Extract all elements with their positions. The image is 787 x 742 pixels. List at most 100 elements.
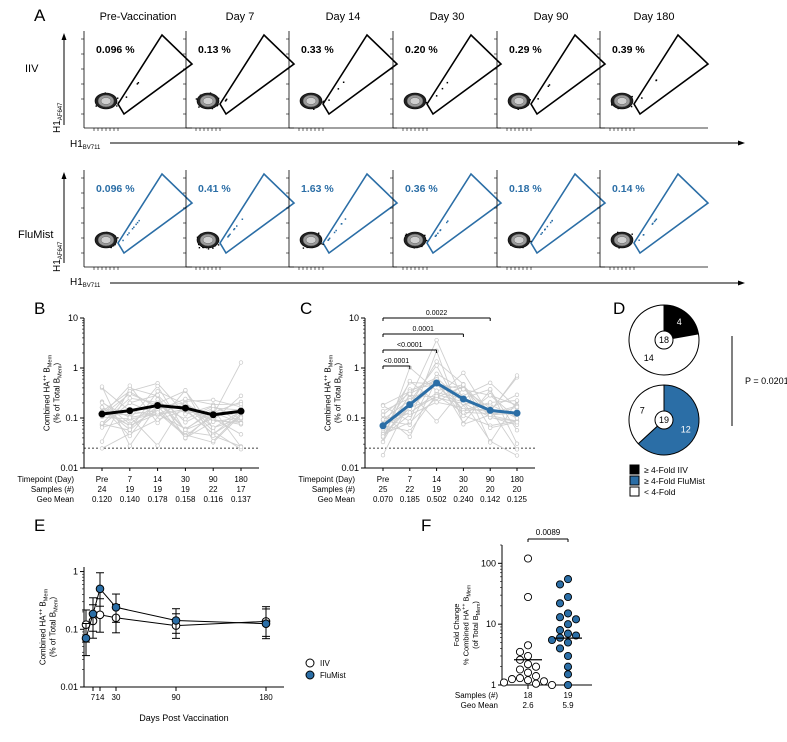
c-individual-trace [382, 388, 518, 444]
flow-gated-dot [638, 239, 640, 241]
flow-cytometry-panel: Pre-Vaccination Day 7 Day 14 Day 30 Day 90 Da… [18, 11, 745, 289]
flow-plot: 0.36 % [390, 170, 503, 270]
f-data-point [555, 599, 565, 608]
c-individual-point [434, 363, 439, 368]
e-series-point [171, 616, 181, 625]
c-row-label: Samples (#) [312, 485, 355, 494]
c-table-cell: 0.185 [400, 495, 421, 504]
d-pie-total: 19 [659, 415, 669, 425]
f-data-point [563, 575, 573, 584]
c-table-cell: Pre [377, 475, 390, 484]
panel-label-d: D [613, 299, 625, 318]
c-table-cell: 180 [510, 475, 524, 484]
c-individual-point [514, 447, 520, 452]
flow-event-dot [318, 232, 320, 234]
f-data-point [515, 665, 525, 674]
b-individual-trace [101, 398, 242, 427]
b-individual-point [99, 405, 105, 410]
c-y-tick-label: 1 [354, 363, 359, 373]
f-data-point [523, 668, 533, 677]
d-pie-center [654, 330, 674, 350]
b-y-tick-label: 10 [68, 313, 78, 323]
b-geo-mean-point [181, 404, 189, 412]
b-y-tick-label: 1 [73, 363, 78, 373]
flow-event-dot [631, 233, 633, 235]
f-data-point [539, 677, 549, 686]
b-row-label: Samples (#) [31, 485, 74, 494]
flow-density-inner [305, 236, 317, 244]
c-pvalue-label: <0.0001 [384, 358, 410, 365]
f-data-point [555, 644, 565, 653]
f-data-point [563, 609, 573, 618]
f-data-point [563, 680, 573, 690]
flow-gated-dot [642, 234, 645, 236]
flow-event-dot [425, 101, 428, 104]
flow-event-dot [631, 95, 633, 98]
f-table-cell: 19 [564, 691, 573, 700]
c-individual-point [488, 387, 493, 392]
flow-plot: 0.29 % [494, 31, 607, 131]
f-data-point [531, 662, 541, 671]
c-table-cell: 0.070 [373, 495, 394, 504]
b-geo-mean-point [98, 410, 106, 418]
c-individual-point [488, 440, 493, 445]
flow-x-arrowhead [738, 280, 745, 286]
c-geo-mean-point [486, 406, 494, 414]
flow-gate-percent: 0.18 % [509, 183, 542, 195]
chart-e-combined-timecourse: Combined HA++ BMem(% of Total BMem) 0.01… [38, 567, 346, 723]
c-individual-point [461, 410, 466, 415]
flow-gate-percent: 1.63 % [301, 183, 334, 195]
c-individual-point [488, 380, 493, 385]
c-individual-trace [382, 382, 518, 420]
f-data-point [563, 651, 573, 661]
b-individual-point [183, 427, 188, 432]
flow-gate [530, 33, 607, 116]
flow-gated-dot [655, 79, 658, 81]
d-legend-swatch [629, 475, 640, 486]
panel-label-f: F [421, 516, 431, 535]
timepoint-header: Day 7 [226, 11, 255, 23]
b-individual-point [155, 389, 160, 394]
f-data-point [523, 554, 533, 563]
b-individual-point [238, 393, 244, 398]
flow-gated-dot [342, 81, 345, 83]
flow-gated-dot [228, 234, 230, 237]
b-table-cell: 0.120 [92, 495, 113, 504]
b-individual-point [127, 415, 132, 420]
f-y-axis-label-line: (of Total BMem) [471, 601, 482, 649]
flow-gate [219, 33, 296, 116]
b-individual-point [99, 446, 105, 451]
d-pie-slice [628, 384, 665, 445]
c-individual-point [488, 400, 493, 405]
b-table-cell: 22 [209, 485, 218, 494]
b-individual-point [211, 406, 216, 412]
f-data-point [515, 647, 525, 656]
b-individual-point [183, 396, 188, 402]
c-table-cell: 20 [459, 485, 468, 494]
b-individual-point [238, 444, 244, 450]
b-table-cell: 7 [128, 475, 133, 484]
group-label-iiv: IIV [25, 63, 39, 75]
flow-event-dot [630, 105, 633, 108]
flow-density-inner [409, 236, 421, 244]
f-data-point [555, 613, 565, 622]
flow-event-dot [198, 247, 201, 249]
flow-gated-dot [654, 219, 657, 222]
flow-gate-percent: 0.096 % [96, 44, 135, 56]
b-individual-point [183, 435, 188, 441]
flow-gated-dot [641, 97, 643, 99]
flow-gated-dot [344, 218, 347, 220]
b-table-cell: 19 [181, 485, 190, 494]
flow-density-inner [202, 236, 214, 244]
f-data-point [563, 629, 573, 638]
flow-gated-dot [439, 229, 442, 231]
b-individual-point [211, 419, 216, 424]
c-table-cell: 7 [408, 475, 413, 484]
b-row-label: Geo Mean [37, 495, 74, 504]
flow-gated-dot [136, 221, 139, 224]
b-individual-point [238, 432, 244, 437]
e-x-tick-label: 14 [96, 693, 105, 702]
flow-event-dot [611, 104, 613, 106]
e-x-tick-label: 180 [259, 693, 273, 702]
e-series-point [95, 610, 105, 620]
